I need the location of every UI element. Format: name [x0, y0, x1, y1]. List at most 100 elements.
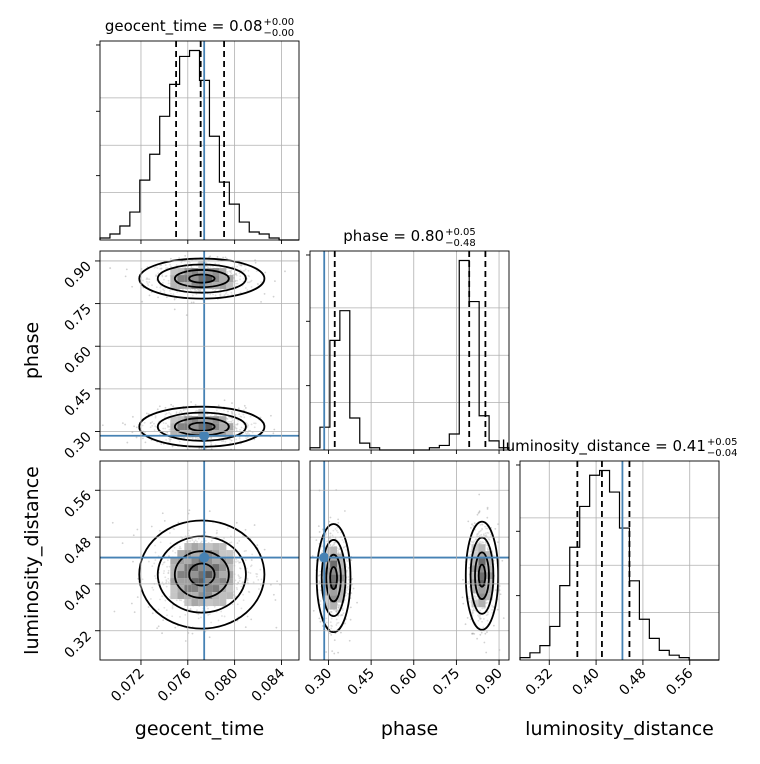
sample-point: [239, 275, 242, 278]
sample-point: [462, 602, 465, 605]
sample-point: [161, 632, 163, 635]
sample-point: [478, 530, 481, 533]
density-cell: [330, 574, 338, 582]
sample-point: [253, 524, 256, 526]
sample-point: [216, 255, 219, 258]
sample-point: [171, 604, 174, 607]
sample-point: [173, 308, 176, 311]
sample-point: [235, 586, 238, 589]
density-cell: [177, 416, 185, 424]
sample-point: [226, 410, 229, 413]
sample-point: [200, 447, 203, 450]
sample-point: [189, 540, 191, 542]
sample-point: [477, 531, 480, 534]
sample-point: [210, 539, 213, 542]
sample-point: [335, 610, 338, 613]
sample-point: [237, 581, 240, 584]
sample-point: [226, 272, 229, 275]
sample-point: [329, 544, 332, 547]
sample-point: [340, 614, 343, 616]
sample-point: [241, 583, 244, 586]
density-cell: [177, 578, 185, 586]
sample-point: [189, 608, 192, 611]
sample-point: [246, 581, 249, 584]
sample-point: [479, 540, 481, 543]
sample-point: [210, 436, 213, 439]
sample-point: [239, 291, 242, 294]
sample-point: [196, 540, 199, 543]
sample-point: [170, 403, 173, 406]
sample-point: [477, 615, 480, 618]
sample-point: [250, 564, 253, 567]
sample-point: [164, 264, 167, 267]
sample-point: [350, 592, 353, 594]
sample-point: [235, 282, 238, 285]
sample-point: [317, 574, 320, 577]
sample-point: [329, 532, 332, 535]
contour-line: [325, 553, 342, 603]
sample-point: [481, 541, 483, 543]
sample-point: [348, 639, 351, 642]
density-cell: [198, 282, 206, 290]
sample-point: [143, 421, 146, 424]
density-cell: [219, 268, 227, 276]
sample-point: [184, 408, 187, 411]
density-cell: [485, 551, 493, 559]
sample-point: [189, 288, 192, 291]
density-cell: [205, 423, 213, 431]
sample-point: [482, 541, 485, 544]
sample-point: [249, 565, 252, 568]
sample-point: [163, 570, 166, 572]
density-cell: [471, 558, 479, 566]
sample-point: [168, 418, 170, 420]
density-cell: [191, 282, 199, 290]
sample-point: [223, 537, 225, 540]
sample-point: [479, 633, 482, 636]
sample-point: [230, 439, 233, 442]
sample-point: [335, 609, 338, 612]
sample-point: [468, 586, 471, 588]
sample-point: [485, 527, 488, 530]
sample-point: [178, 599, 181, 602]
y-tick-label: 0.90: [61, 258, 94, 291]
density-cell: [212, 557, 220, 565]
sample-point: [125, 268, 128, 271]
scatter-panel-geocent_time-luminosity_distance: [100, 461, 299, 660]
sample-point: [329, 537, 332, 540]
sample-point: [231, 417, 234, 420]
density-cell: [485, 586, 493, 594]
contour-line: [469, 536, 495, 615]
sample-point: [160, 264, 163, 267]
sample-point: [145, 412, 148, 415]
sample-point: [325, 533, 327, 536]
sample-point: [189, 454, 191, 456]
sample-point: [169, 263, 172, 266]
sample-point: [212, 265, 214, 268]
sample-point: [124, 423, 127, 426]
sample-point: [464, 623, 467, 626]
sample-point: [318, 581, 321, 584]
sample-point: [237, 407, 240, 410]
density-cell: [330, 588, 338, 596]
sample-point: [169, 438, 172, 441]
sample-point: [477, 532, 480, 535]
density-cell: [212, 543, 220, 551]
sample-point: [469, 550, 472, 553]
sample-point: [163, 416, 166, 419]
density-cell: [170, 282, 178, 290]
sample-point: [213, 605, 216, 608]
density-cell: [226, 571, 234, 579]
sample-point: [168, 412, 170, 414]
sample-point: [164, 413, 167, 416]
sample-point: [481, 527, 483, 530]
sample-point: [156, 627, 159, 630]
sample-point: [240, 585, 243, 588]
sample-point: [338, 547, 341, 550]
sample-point: [195, 409, 198, 412]
density-cell: [330, 595, 338, 603]
sample-point: [165, 267, 168, 270]
density-cell: [198, 585, 206, 593]
sample-point: [350, 559, 353, 561]
density-cell: [205, 282, 213, 290]
density-cell: [191, 275, 199, 283]
